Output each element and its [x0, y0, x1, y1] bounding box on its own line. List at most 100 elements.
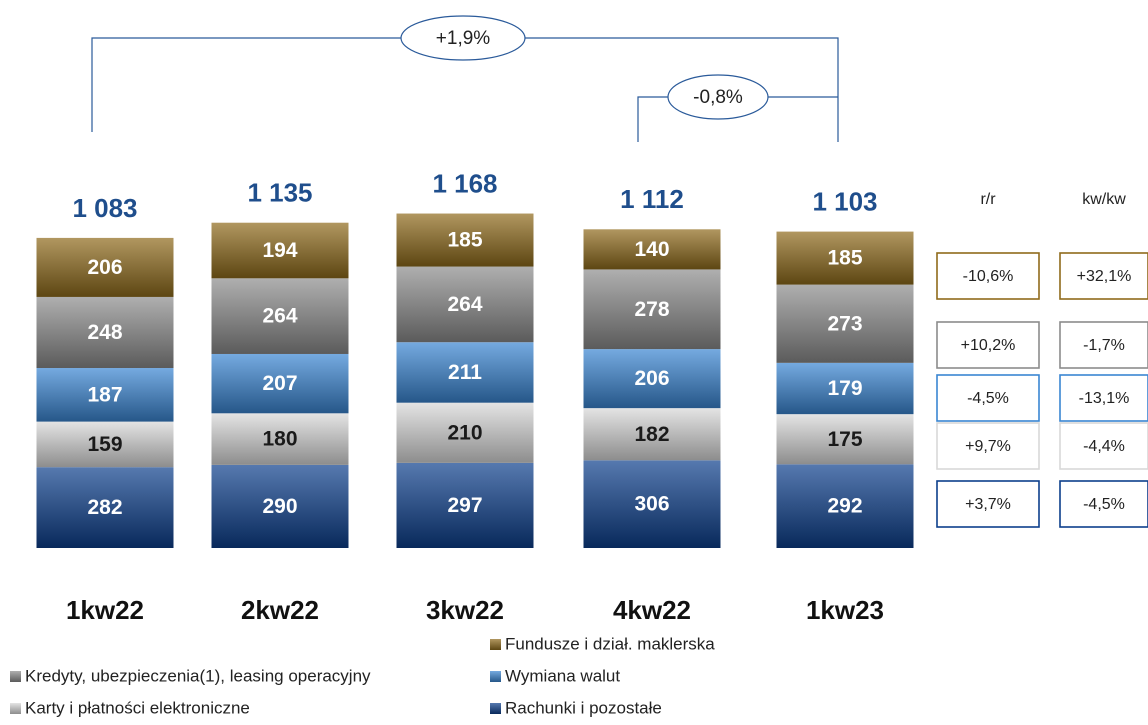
data-label: 182	[634, 423, 669, 446]
data-label: 180	[262, 428, 297, 451]
total-label: 1 083	[72, 193, 137, 223]
data-label: 282	[87, 496, 122, 519]
bar-segment	[211, 353, 349, 414]
bar-segment	[396, 402, 534, 463]
bar-segment	[396, 342, 534, 403]
bracket-long	[91, 15, 839, 142]
table-value: +3,7%	[965, 496, 1011, 513]
bar-segment	[776, 464, 914, 548]
total-label: 1 112	[620, 184, 684, 214]
legend-swatch	[490, 639, 501, 650]
annotation-ellipse	[667, 74, 769, 120]
legend-label: Rachunki i pozostałe	[505, 698, 662, 717]
data-label: 211	[448, 361, 482, 384]
data-label: 207	[262, 372, 297, 395]
bar-segment	[211, 278, 349, 354]
bar-segment	[583, 229, 721, 270]
bar-segment	[583, 269, 721, 350]
bar-segment	[776, 231, 914, 285]
table-value: +10,2%	[961, 337, 1016, 354]
legend-swatch	[490, 703, 501, 714]
table-value: +32,1%	[1077, 268, 1132, 285]
data-label: 159	[87, 433, 122, 456]
data-label: 297	[447, 494, 482, 517]
bar-segment	[396, 213, 534, 267]
bar-segment	[583, 349, 721, 409]
bar-segment	[211, 222, 349, 279]
total-label: 1 135	[247, 178, 312, 208]
data-label: 248	[87, 321, 122, 344]
data-label: 264	[262, 305, 297, 328]
data-label: 210	[447, 421, 482, 444]
table-cell	[936, 480, 1040, 528]
x-tick-label: 3kw22	[426, 595, 504, 625]
bar-segment	[36, 296, 174, 369]
legend-swatch	[10, 671, 21, 682]
data-label: 185	[447, 229, 482, 252]
table-value: -13,1%	[1079, 390, 1130, 407]
bar-segment	[36, 368, 174, 422]
data-label: 187	[87, 383, 122, 406]
x-tick-label: 1kw23	[806, 595, 884, 625]
total-label: 1 168	[432, 168, 497, 198]
data-label: 306	[634, 493, 669, 516]
bracket-line	[637, 96, 838, 142]
bar-segment	[36, 467, 174, 548]
table-value: +9,7%	[965, 438, 1011, 455]
legend-label: Karty i płatności elektroniczne	[25, 698, 250, 717]
bar-segment	[211, 464, 349, 548]
x-tick-label: 4kw22	[613, 595, 691, 625]
bar-segment	[211, 413, 349, 465]
data-label: 194	[262, 239, 297, 262]
table-cell	[936, 321, 1040, 369]
x-tick-label: 2kw22	[241, 595, 319, 625]
bar-segment	[396, 462, 534, 548]
table-value: -4,5%	[1083, 496, 1125, 513]
table-cell	[936, 374, 1040, 422]
data-label: 278	[634, 298, 669, 321]
data-label: 185	[827, 247, 862, 270]
table-cell	[1059, 422, 1148, 470]
data-label: 206	[634, 367, 669, 390]
annotation: -0,8%	[693, 87, 743, 108]
total-label: 1 103	[812, 186, 877, 216]
data-label: 273	[827, 312, 862, 335]
table-header: r/r	[980, 191, 996, 208]
data-label: 179	[827, 377, 862, 400]
bracket-short	[637, 74, 838, 142]
bar-segment	[583, 460, 721, 548]
bar-segment	[396, 266, 534, 343]
bar-segment	[36, 421, 174, 468]
table-cell	[1059, 252, 1148, 300]
bar-segment	[776, 414, 914, 465]
data-label: 206	[87, 256, 122, 279]
table-cell	[936, 252, 1040, 300]
data-label: 290	[262, 495, 297, 518]
table-cell	[936, 422, 1040, 470]
table-header: kw/kw	[1082, 191, 1126, 208]
bar-segment	[583, 408, 721, 461]
legend-label: Wymiana walut	[505, 666, 620, 685]
data-label: 175	[827, 428, 862, 451]
table-value: -4,4%	[1083, 438, 1125, 455]
legend-label: Fundusze i dział. maklerska	[505, 634, 715, 653]
data-label: 264	[447, 293, 482, 316]
table-cell	[1059, 480, 1148, 528]
table-value: -4,5%	[967, 390, 1009, 407]
table-value: -1,7%	[1083, 337, 1125, 354]
annotation: +1,9%	[436, 28, 491, 49]
data-label: 292	[827, 495, 862, 518]
data-label: 140	[634, 238, 669, 261]
legend-swatch	[10, 703, 21, 714]
legend-label: Kredyty, ubezpieczenia(1), leasing opera…	[25, 666, 371, 685]
legend-swatch	[490, 671, 501, 682]
table-value: -10,6%	[963, 268, 1014, 285]
annotation-ellipse	[400, 15, 526, 61]
table-cell	[1059, 374, 1148, 422]
bar-segment	[776, 362, 914, 415]
bar-segment	[36, 237, 174, 297]
bar-segment	[776, 284, 914, 363]
x-tick-label: 1kw22	[66, 595, 144, 625]
table-cell	[1059, 321, 1148, 369]
